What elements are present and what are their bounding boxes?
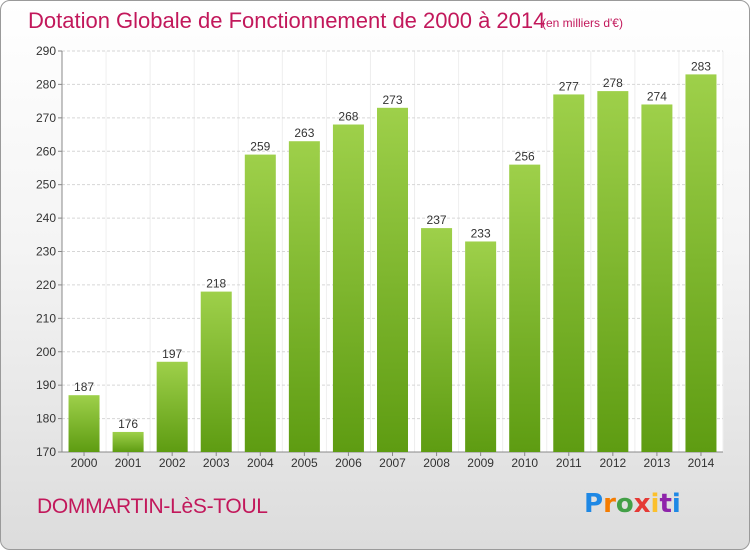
x-tick-label: 2010 (511, 456, 538, 470)
bar (244, 154, 276, 452)
bar-value-label: 237 (427, 213, 447, 227)
bar (421, 228, 453, 452)
bar-value-label: 268 (338, 110, 358, 124)
logo-letter: i (671, 489, 681, 519)
logo-letter: t (659, 489, 672, 519)
bar-value-label: 187 (74, 380, 94, 394)
x-tick-label: 2013 (644, 456, 671, 470)
x-tick-label: 2006 (335, 456, 362, 470)
y-tick-label: 290 (36, 44, 56, 58)
bars: 187 176 197 218 259 263 268 273 237 233 256 277 278 2… (68, 59, 717, 453)
bar-value-label: 176 (118, 417, 138, 431)
y-tick-label: 220 (36, 278, 56, 292)
chart-subtitle: (en milliers d'€) (542, 16, 623, 30)
bar (509, 164, 541, 452)
bar (641, 104, 673, 452)
x-tick-label: 2007 (379, 456, 406, 470)
x-tick-label: 2002 (159, 456, 186, 470)
bar (553, 94, 585, 453)
bar-value-label: 218 (206, 277, 226, 291)
x-tick-label: 2011 (556, 456, 582, 470)
y-tick-label: 230 (36, 245, 56, 259)
logo-letter: i (650, 489, 660, 519)
logo-letter: P (584, 489, 604, 519)
x-tick-label: 2003 (203, 456, 230, 470)
y-tick-label: 250 (36, 178, 56, 192)
x-tick-label: 2012 (599, 456, 626, 470)
x-tick-label: 2001 (115, 456, 142, 470)
y-tick-label: 210 (36, 311, 56, 325)
logo-letter: x (633, 489, 651, 519)
y-tick-label: 280 (36, 77, 56, 91)
x-tick-label: 2005 (291, 456, 318, 470)
y-tick-label: 190 (36, 378, 56, 392)
y-tick-label: 240 (36, 211, 56, 225)
proxiti-logo: Proxiti (584, 489, 681, 519)
bar (377, 107, 408, 452)
bar (597, 91, 629, 452)
y-tick-label: 170 (36, 445, 56, 459)
bar-value-label: 233 (471, 226, 491, 240)
bar (288, 141, 320, 452)
x-tick-label: 2000 (71, 456, 98, 470)
bar-value-label: 197 (162, 347, 182, 361)
y-tick-label: 260 (36, 144, 56, 158)
bar-value-label: 259 (250, 140, 270, 154)
x-tick-label: 2009 (467, 456, 494, 470)
y-tick-label: 180 (36, 412, 56, 426)
y-tick-label: 270 (36, 111, 56, 125)
bar (200, 291, 232, 452)
logo-letter: r (603, 489, 616, 519)
bar-value-label: 256 (515, 150, 535, 164)
bar-value-label: 283 (691, 59, 711, 73)
bar (112, 431, 144, 452)
bar (685, 74, 717, 453)
bar-value-label: 277 (559, 79, 579, 93)
bar (156, 361, 188, 452)
bar-value-label: 278 (603, 76, 623, 90)
bar-value-label: 263 (294, 126, 314, 140)
x-tick-label: 2008 (423, 456, 450, 470)
bar-value-label: 273 (382, 93, 402, 107)
commune-name: DOMMARTIN-LèS-TOUL (37, 495, 268, 518)
logo-letter: o (615, 489, 634, 519)
bar-value-label: 274 (647, 89, 667, 103)
chart-title: Dotation Globale de Fonctionnement de 20… (28, 8, 546, 33)
bar (332, 124, 364, 453)
bar (465, 241, 497, 452)
x-tick-label: 2014 (688, 456, 715, 470)
y-tick-label: 200 (36, 345, 56, 359)
bar (68, 395, 100, 452)
x-tick-label: 2004 (247, 456, 274, 470)
